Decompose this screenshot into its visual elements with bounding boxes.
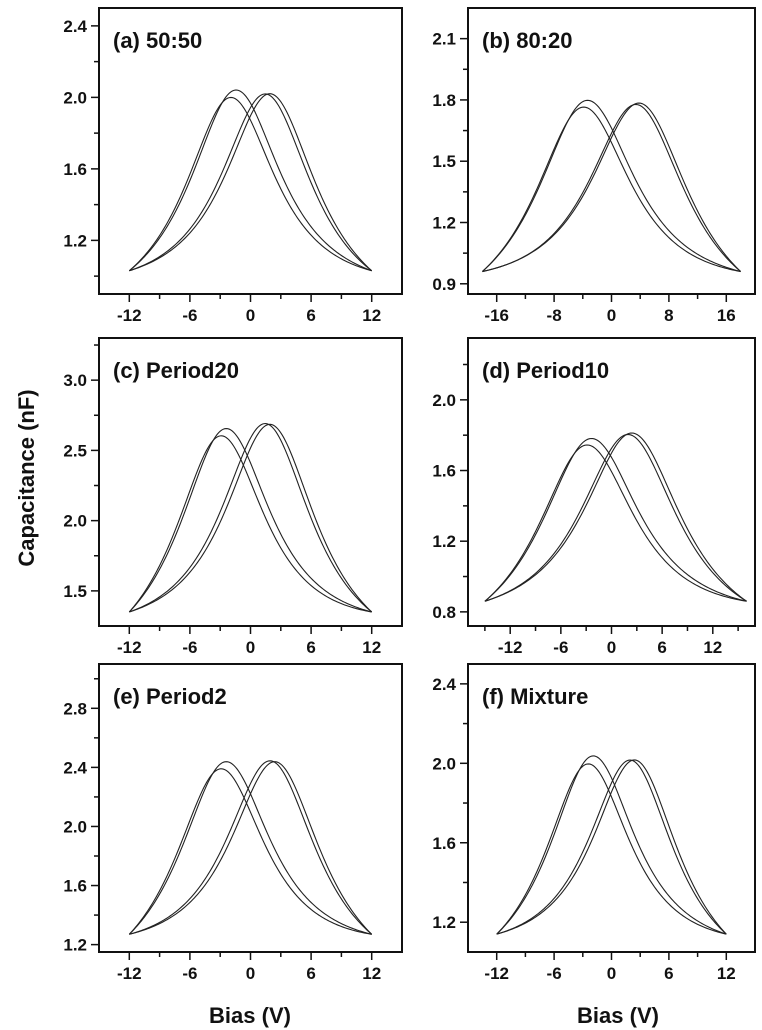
series-line-1 (128, 761, 372, 935)
y-tick-label: 2.5 (63, 441, 87, 460)
y-tick-label: 2.4 (432, 675, 456, 694)
x-tick-label: -6 (553, 638, 568, 657)
series-line-2 (482, 103, 742, 273)
y-tick-label: 1.6 (432, 834, 456, 853)
series-line-1 (128, 427, 372, 613)
series-line-2 (484, 433, 747, 602)
x-tick-label: -12 (117, 638, 142, 657)
series-line-1 (481, 99, 741, 273)
series-line-2 (129, 93, 373, 272)
y-tick-label: 1.5 (63, 582, 87, 601)
y-tick-label: 1.2 (432, 913, 456, 932)
x-tick-label: -12 (117, 964, 142, 983)
series-line-1 (496, 755, 727, 935)
x-tick-label: 0 (607, 306, 616, 325)
panel-title: (f) Mixture (482, 684, 588, 709)
panel-c: -12 -6 0 6 12 1.5 2.0 2.5 3.0 (c) Period20 (63, 337, 403, 657)
series-line-2 (129, 423, 373, 613)
x-tick-label: 8 (664, 306, 673, 325)
x-tick-label: -6 (547, 964, 562, 983)
y-tick-label: 0.9 (432, 275, 456, 294)
x-tick-label: -12 (498, 638, 523, 657)
x-tick-label: 12 (362, 306, 381, 325)
series-line-2 (496, 759, 727, 935)
series-line-2 (129, 761, 373, 935)
series-line-2 (129, 760, 373, 935)
y-tick-label: 2.4 (63, 17, 87, 36)
x-tick-label: -6 (182, 306, 197, 325)
y-tick-label: 1.2 (63, 231, 87, 250)
y-tick-label: 1.6 (63, 160, 87, 179)
x-tick-label: 6 (657, 638, 666, 657)
series-line-1 (484, 437, 747, 602)
series-line-1 (128, 89, 372, 272)
x-tick-label: 6 (664, 964, 673, 983)
y-axis-title: Capacitance (nF) (14, 389, 39, 566)
y-tick-label: 2.0 (63, 512, 87, 531)
series-line-2 (482, 102, 742, 273)
y-tick-label: 1.6 (63, 877, 87, 896)
y-tick-label: 2.4 (63, 758, 87, 777)
x-tick-label: 12 (362, 638, 381, 657)
y-tick-label: 2.0 (63, 817, 87, 836)
series-line-1 (128, 435, 372, 613)
y-tick-label: 1.8 (432, 91, 456, 110)
x-tick-label: -8 (547, 306, 562, 325)
x-tick-label: 6 (306, 306, 315, 325)
panels: -12 -6 0 6 12 1.2 1.6 2.0 2.4 (a) 50:50 -16 -8 0 8 16 0… (63, 7, 756, 983)
x-tick-label: -12 (484, 964, 509, 983)
panel-e: -12 -6 0 6 12 1.2 1.6 2.0 2.4 2.8 (e) Period2 (63, 663, 403, 983)
x-tick-label: 6 (306, 638, 315, 657)
x-tick-label: 12 (717, 964, 736, 983)
x-tick-label: 0 (246, 964, 255, 983)
y-tick-label: 1.2 (63, 936, 87, 955)
y-tick-label: 1.5 (432, 152, 456, 171)
x-tick-label: 0 (607, 964, 616, 983)
series-line-2 (129, 423, 373, 613)
x-axis-title-left: Bias (V) (209, 1003, 291, 1028)
y-tick-label: 3.0 (63, 371, 87, 390)
x-axis-title-right: Bias (V) (577, 1003, 659, 1028)
x-tick-label: 6 (306, 964, 315, 983)
series-line-1 (128, 768, 372, 935)
x-tick-label: -6 (182, 638, 197, 657)
panel-title: (c) Period20 (113, 358, 239, 383)
y-tick-label: 2.0 (432, 391, 456, 410)
x-tick-label: 16 (717, 306, 736, 325)
series-line-2 (496, 759, 727, 935)
x-tick-label: -16 (484, 306, 509, 325)
panel-b: -16 -8 0 8 16 0.9 1.2 1.5 1.8 2.1 (b) 80:20 (432, 7, 756, 325)
y-tick-label: 2.1 (432, 30, 456, 49)
x-tick-label: 0 (246, 638, 255, 657)
x-tick-label: -6 (182, 964, 197, 983)
panel-f: -12 -6 0 6 12 1.2 1.6 2.0 2.4 (f) Mixture (432, 663, 756, 983)
y-tick-label: 2.0 (63, 88, 87, 107)
series-line-2 (484, 432, 747, 602)
panel-d: -12 -6 0 6 12 0.8 1.2 1.6 2.0 (d) Period10 (432, 337, 756, 657)
x-tick-label: -12 (117, 306, 142, 325)
series-line-1 (481, 106, 741, 273)
panel-title: (e) Period2 (113, 684, 227, 709)
panel-title: (b) 80:20 (482, 28, 572, 53)
panel-title: (d) Period10 (482, 358, 609, 383)
y-tick-label: 2.0 (432, 754, 456, 773)
y-tick-label: 0.8 (432, 603, 456, 622)
series-line-2 (129, 93, 373, 272)
x-tick-label: 0 (246, 306, 255, 325)
panel-title: (a) 50:50 (113, 28, 202, 53)
panel-a: -12 -6 0 6 12 1.2 1.6 2.0 2.4 (a) 50:50 (63, 7, 403, 325)
y-tick-label: 2.8 (63, 699, 87, 718)
x-tick-label: 12 (703, 638, 722, 657)
y-tick-label: 1.6 (432, 462, 456, 481)
y-tick-label: 1.2 (432, 214, 456, 233)
series-line-1 (128, 96, 372, 272)
series-line-1 (484, 444, 747, 602)
x-tick-label: 12 (362, 964, 381, 983)
x-tick-label: 0 (607, 638, 616, 657)
series-line-1 (496, 763, 727, 935)
y-tick-label: 1.2 (432, 532, 456, 551)
